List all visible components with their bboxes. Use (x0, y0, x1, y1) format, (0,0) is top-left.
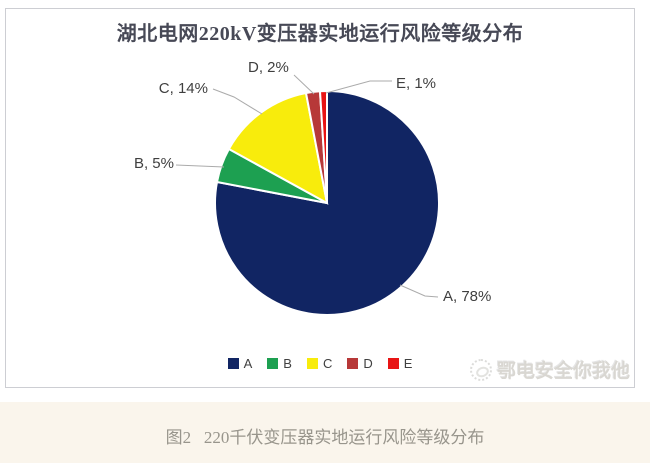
legend-swatch-D (347, 358, 359, 369)
legend-swatch-B (267, 358, 279, 369)
legend-label-D: D (363, 356, 373, 371)
pie-slice-C (227, 91, 329, 205)
leader-line-E (325, 80, 392, 94)
legend-item-C: C (306, 356, 333, 371)
pie-label-A: A, 78% (443, 288, 492, 305)
pie-slice-E (318, 89, 328, 204)
legend-swatch-A (227, 358, 239, 369)
legend-item-B: B (267, 356, 292, 371)
pie-label-E: E, 1% (396, 75, 437, 92)
legend-item-A: A (227, 356, 253, 371)
legend-label-A: A (243, 356, 253, 371)
watermark-logo-icon (469, 358, 492, 381)
figure-caption-bar: 图2 220千伏变压器实地运行风险等级分布 (0, 402, 650, 463)
legend-label-E: E (403, 356, 413, 371)
pie-label-B: B, 5% (133, 155, 174, 172)
chart-title: 湖北电网220kV变压器实地运行风险等级分布 (116, 23, 524, 45)
leader-line-D (293, 74, 315, 95)
legend: A B C D E (6, 356, 634, 371)
chart-container: 湖北电网220kV变压器实地运行风险等级分布 A, 78% B, 5% C, 14%… (5, 8, 635, 388)
leader-line-B (175, 164, 225, 168)
pie-label-D: D, 2% (248, 59, 289, 76)
leader-line-A (399, 284, 439, 298)
watermark-text: 鄂电安全你我他 (496, 361, 630, 382)
watermark: 鄂电安全你我他 (469, 356, 630, 383)
figure-caption: 图2 220千伏变压器实地运行风险等级分布 (165, 428, 485, 447)
legend-swatch-E (387, 358, 399, 369)
leader-line-C (212, 88, 263, 115)
pie-chart (175, 74, 441, 316)
legend-item-E: E (387, 356, 413, 371)
legend-swatch-C (306, 358, 318, 369)
legend-item-D: D (347, 356, 373, 371)
pie-label-C: C, 14% (158, 80, 208, 97)
legend-label-C: C (322, 356, 333, 371)
legend-label-B: B (283, 356, 292, 371)
